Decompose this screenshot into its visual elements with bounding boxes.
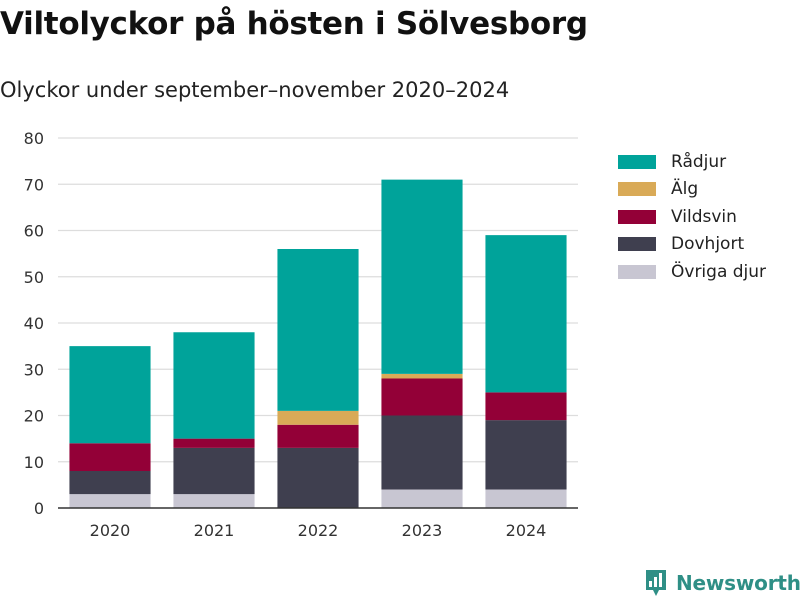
bar-2021-dovhjort: [173, 447, 255, 495]
bar-2022-rådjur: [277, 249, 359, 411]
bar-2020-övriga-djur: [69, 494, 151, 508]
brand-name: Newsworthy: [676, 571, 800, 595]
legend-item-övriga-djur: Övriga djur: [618, 258, 766, 286]
legend-item-älg: Älg: [618, 176, 766, 204]
bar-2023-vildsvin: [381, 378, 463, 416]
bar-2024-rådjur: [485, 235, 567, 393]
legend-label: Älg: [671, 179, 699, 200]
legend-swatch: [618, 264, 656, 279]
legend-item-dovhjort: Dovhjort: [618, 231, 766, 259]
bar-2021-övriga-djur: [173, 494, 255, 508]
bar-2023-övriga-djur: [381, 489, 463, 508]
bar-2023-dovhjort: [381, 415, 463, 490]
legend-item-rådjur: Rådjur: [618, 148, 766, 176]
y-tick-30: 30: [24, 360, 44, 379]
bar-2021-rådjur: [173, 332, 255, 439]
y-axis-tick-labels: 0 10 20 30 40 50 60 70 80: [24, 129, 44, 518]
legend-label: Övriga djur: [671, 261, 767, 282]
bar-2022-älg: [277, 410, 359, 425]
y-tick-0: 0: [34, 499, 44, 518]
legend-swatch: [618, 154, 656, 169]
bar-2020-dovhjort: [69, 471, 151, 495]
chart-title: Viltolyckor på hösten i Sölvesborg: [0, 6, 588, 42]
newsworthy-logo-icon: [646, 570, 666, 596]
legend-swatch: [618, 182, 656, 197]
y-tick-40: 40: [24, 314, 44, 333]
y-tick-80: 80: [24, 129, 44, 148]
x-tick-2023: 2023: [402, 521, 443, 540]
x-tick-2020: 2020: [90, 521, 131, 540]
legend-swatch: [618, 237, 656, 252]
chart-subtitle: Olyckor under september–november 2020–20…: [0, 78, 510, 102]
y-tick-70: 70: [24, 175, 44, 194]
bar-2024-dovhjort: [485, 420, 567, 490]
bar-2020-rådjur: [69, 346, 151, 444]
bar-2022-vildsvin: [277, 424, 359, 448]
bar-2023-rådjur: [381, 179, 463, 374]
bar-2024-vildsvin: [485, 392, 567, 421]
bar-2023-älg: [381, 373, 463, 379]
bar-2024-övriga-djur: [485, 489, 567, 508]
legend: Rådjur Älg Vildsvin Dovhjort Övriga djur: [618, 148, 766, 286]
bar-2020-vildsvin: [69, 443, 151, 471]
bar-2021-vildsvin: [173, 438, 255, 448]
x-tick-2021: 2021: [194, 521, 235, 540]
newsworthy-logo: Newsworthy: [644, 568, 800, 598]
legend-item-vildsvin: Vildsvin: [618, 203, 766, 231]
y-tick-10: 10: [24, 453, 44, 472]
x-tick-2022: 2022: [298, 521, 339, 540]
y-tick-20: 20: [24, 407, 44, 426]
y-tick-50: 50: [24, 268, 44, 287]
bars: [69, 179, 567, 508]
legend-swatch: [618, 209, 656, 224]
bar-2022-dovhjort: [277, 447, 359, 508]
legend-label: Vildsvin: [671, 206, 737, 227]
legend-label: Rådjur: [671, 151, 727, 172]
x-tick-2024: 2024: [506, 521, 547, 540]
x-axis-tick-labels: 2020 2021 2022 2023 2024: [90, 521, 547, 540]
y-tick-60: 60: [24, 222, 44, 241]
legend-label: Dovhjort: [671, 234, 745, 255]
